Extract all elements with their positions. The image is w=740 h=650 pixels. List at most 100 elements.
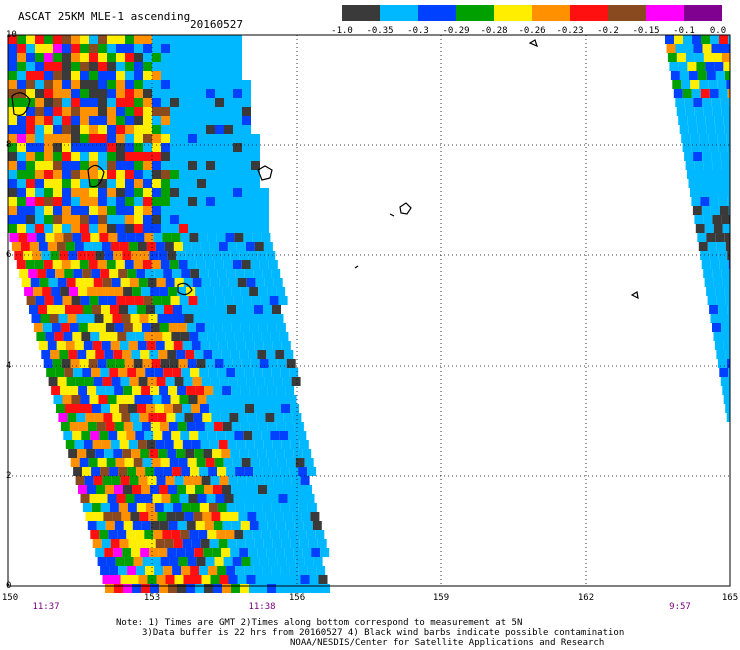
wind-cell xyxy=(233,170,242,179)
wind-cell xyxy=(45,233,55,242)
wind-cell xyxy=(213,485,222,494)
wind-cell xyxy=(20,242,30,251)
wind-cell xyxy=(287,395,297,404)
wind-cell xyxy=(38,341,48,350)
wind-cell xyxy=(218,440,228,449)
legend-swatch-2 xyxy=(418,5,456,21)
wind-cell xyxy=(89,206,98,215)
wind-cell xyxy=(146,404,155,413)
wind-cell xyxy=(134,494,144,503)
wind-cell xyxy=(200,341,210,350)
wind-cell xyxy=(179,62,188,71)
wind-cell xyxy=(249,584,258,593)
wind-cell xyxy=(77,449,87,458)
wind-cell xyxy=(35,206,44,215)
wind-cell xyxy=(71,53,80,62)
wind-cell xyxy=(222,386,232,395)
wind-cell xyxy=(712,161,722,170)
wind-cell xyxy=(152,161,161,170)
wind-cell xyxy=(215,98,224,107)
wind-cell xyxy=(278,494,288,503)
wind-cell xyxy=(125,35,134,44)
wind-cell xyxy=(54,332,64,341)
wind-cell xyxy=(128,242,138,251)
wind-cell xyxy=(44,134,53,143)
wind-cell xyxy=(152,116,161,125)
wind-cell xyxy=(190,566,200,575)
wind-cell xyxy=(17,224,26,233)
wind-cell xyxy=(170,224,179,233)
wind-cell xyxy=(107,116,116,125)
wind-cell xyxy=(37,269,47,278)
wind-cell xyxy=(700,89,710,98)
wind-cell xyxy=(179,44,188,53)
wind-cell xyxy=(251,206,260,215)
wind-cell xyxy=(204,323,214,332)
wind-cell xyxy=(213,386,223,395)
wind-cell xyxy=(707,242,717,251)
wind-cell xyxy=(155,440,165,449)
wind-cell xyxy=(212,548,222,557)
wind-cell xyxy=(157,314,167,323)
wind-cell xyxy=(80,395,90,404)
wind-cell xyxy=(236,305,245,314)
wind-cell xyxy=(97,458,107,467)
wind-cell xyxy=(206,161,215,170)
wind-cell xyxy=(155,341,165,350)
wind-cell xyxy=(242,494,252,503)
wind-cell xyxy=(262,503,272,512)
wind-cell xyxy=(170,107,179,116)
wind-cell xyxy=(143,152,152,161)
wind-cell xyxy=(71,107,80,116)
wind-cell xyxy=(105,584,114,593)
wind-cell xyxy=(723,62,730,71)
wind-cell xyxy=(98,152,107,161)
wind-cell xyxy=(165,278,175,287)
wind-cell xyxy=(215,143,224,152)
wind-cell xyxy=(147,377,157,386)
wind-cell xyxy=(98,125,107,134)
wind-cell xyxy=(125,89,134,98)
wind-cell xyxy=(209,404,218,413)
wind-cell xyxy=(170,161,179,170)
legend-label: -1.0 xyxy=(331,26,353,36)
legend-swatch-5 xyxy=(532,5,570,21)
wind-cell xyxy=(707,296,717,305)
wind-cell xyxy=(150,287,160,296)
wind-cell xyxy=(17,197,26,206)
wind-cell xyxy=(148,512,158,521)
wind-cell xyxy=(300,476,310,485)
wind-cell xyxy=(116,80,125,89)
wind-cell xyxy=(97,359,107,368)
wind-cell xyxy=(701,260,711,269)
wind-cell xyxy=(8,116,17,125)
wind-cell xyxy=(164,539,174,548)
wind-cell xyxy=(215,170,224,179)
wind-cell xyxy=(186,323,196,332)
wind-cell xyxy=(188,107,197,116)
wind-cell xyxy=(712,269,722,278)
wind-cell xyxy=(75,377,85,386)
wind-cell xyxy=(134,170,143,179)
wind-cell xyxy=(141,422,151,431)
wind-cell xyxy=(280,566,290,575)
lon-tick-label: 165 xyxy=(721,593,739,603)
wind-cell xyxy=(124,458,134,467)
map-title: ASCAT 25KM MLE-1 ascending xyxy=(18,10,191,23)
wind-cell xyxy=(71,98,80,107)
wind-cell xyxy=(80,170,89,179)
wind-cell xyxy=(137,404,146,413)
wind-cell xyxy=(253,269,263,278)
wind-cell xyxy=(246,476,256,485)
wind-cell xyxy=(233,296,243,305)
wind-cell xyxy=(215,35,224,44)
wind-cell xyxy=(224,44,233,53)
wind-cell xyxy=(8,188,17,197)
wind-cell xyxy=(227,341,237,350)
wind-cell xyxy=(17,35,26,44)
wind-cell xyxy=(197,98,206,107)
wind-cell xyxy=(166,512,176,521)
wind-cell xyxy=(107,125,116,134)
wind-cell xyxy=(121,512,131,521)
wind-cell xyxy=(725,296,731,305)
